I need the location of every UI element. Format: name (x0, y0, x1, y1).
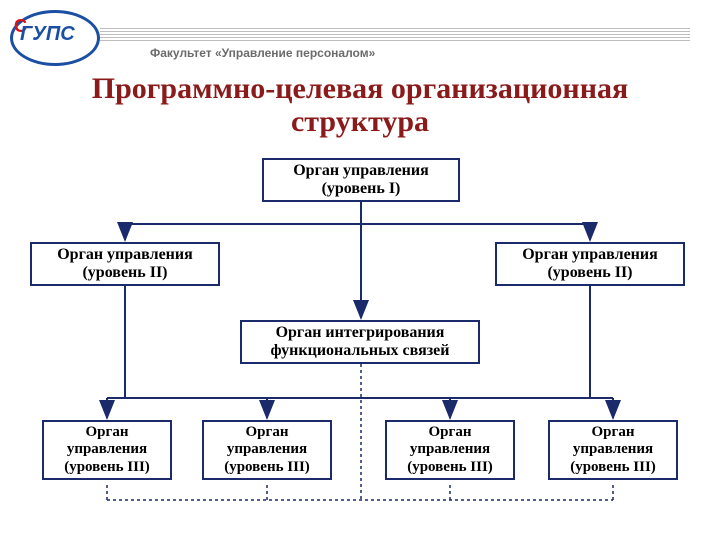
header-band (100, 28, 690, 42)
logo-main: ГУПС (20, 23, 75, 46)
node-level3-d: Орган управления (уровень III) (548, 420, 678, 480)
node-level2-left: Орган управления (уровень II) (30, 242, 220, 286)
node-integration: Орган интегрирования функциональных связ… (240, 320, 480, 364)
node-level3-c: Орган управления (уровень III) (385, 420, 515, 480)
node-level3-a: Орган управления (уровень III) (42, 420, 172, 480)
title-line1: Программно-целевая организационная (92, 72, 628, 105)
logo: С ГУПС (10, 8, 100, 63)
node-level1: Орган управления (уровень I) (262, 158, 460, 202)
page-title: Программно-целевая организационная струк… (0, 72, 720, 138)
node-level2-right: Орган управления (уровень II) (495, 242, 685, 286)
faculty-label: Факультет «Управление персоналом» (150, 46, 375, 60)
node-level3-b: Орган управления (уровень III) (202, 420, 332, 480)
title-line2: структура (291, 105, 429, 138)
